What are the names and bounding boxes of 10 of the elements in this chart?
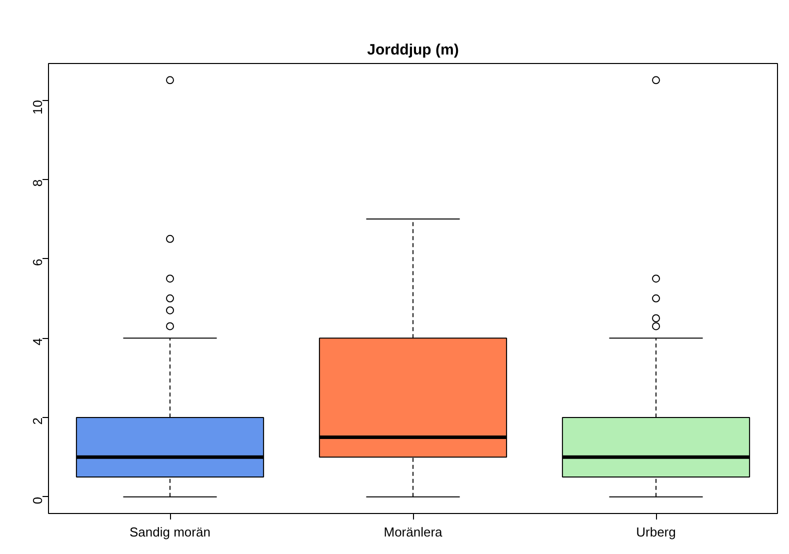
x-tick-label: Moränlera <box>384 524 444 540</box>
chart-title: Jorddjup (m) <box>367 42 459 58</box>
y-tick-label: 2 <box>30 417 45 425</box>
y-tick-label: 0 <box>30 496 45 504</box>
y-tick-label: 4 <box>30 338 45 346</box>
x-tick-label: Urberg <box>636 524 676 540</box>
y-tick-label: 8 <box>30 179 45 187</box>
y-tick-label: 10 <box>30 100 45 114</box>
x-tick-label: Sandig morän <box>130 524 210 540</box>
y-tick-label: 6 <box>30 258 45 266</box>
